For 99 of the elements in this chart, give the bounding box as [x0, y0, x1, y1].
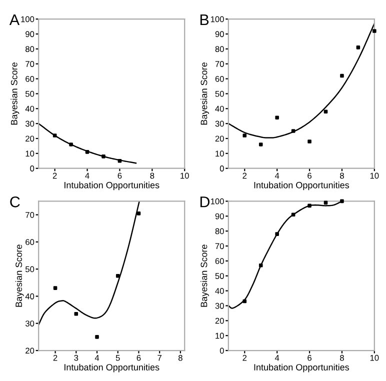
point — [372, 29, 376, 33]
x-tick-label: 10 — [180, 172, 189, 179]
y-tick-label: 70 — [215, 243, 224, 250]
x-tick-label: 8 — [178, 354, 182, 361]
x-axis-title: Intubation Opportunities — [254, 182, 350, 190]
y-tick-label: 50 — [26, 266, 34, 272]
x-tick-label: 4 — [274, 172, 280, 179]
point — [118, 159, 122, 163]
y-tick-label: 20 — [215, 318, 224, 324]
x-tick-label: 2 — [53, 354, 58, 361]
point — [242, 299, 247, 304]
x-tick-label: 4 — [85, 172, 90, 179]
point — [275, 232, 279, 236]
y-tick-label: 50 — [215, 90, 224, 97]
y-tick-label: 0 — [220, 348, 224, 354]
y-tick-label: 80 — [26, 46, 34, 52]
y-tick-label: 10 — [216, 150, 224, 157]
point — [74, 312, 78, 316]
chart-title: A — [9, 14, 20, 26]
y-tick-label: 80 — [215, 228, 224, 234]
y-tick-label: 30 — [25, 120, 34, 127]
x-tick-label: 6 — [308, 172, 312, 179]
y-tick-label: 60 — [215, 76, 224, 82]
x-tick-label: 4 — [94, 354, 100, 361]
x-tick-label: 8 — [150, 172, 154, 179]
y-tick-label: 20 — [215, 136, 224, 142]
point — [116, 274, 120, 278]
point — [102, 154, 106, 158]
y-tick-label: 0 — [30, 166, 34, 172]
y-tick-label: 10 — [216, 332, 224, 339]
point — [308, 140, 312, 144]
y-tick-label: 90 — [215, 31, 224, 38]
x-tick-label: 8 — [340, 172, 344, 179]
y-tick-label: 40 — [25, 293, 34, 300]
y-axis-title: Bayesian Score — [200, 244, 209, 307]
y-tick-label: 0 — [220, 166, 224, 172]
y-axis-title: Bayesian Score — [15, 244, 24, 307]
point — [258, 142, 263, 146]
y-tick-label: 30 — [25, 320, 34, 326]
y-tick-label: 70 — [215, 61, 224, 67]
point — [291, 129, 296, 133]
y-tick-label: 70 — [26, 212, 34, 218]
point — [52, 134, 57, 138]
y-tick-label: 60 — [26, 76, 34, 82]
y-tick-label: 100 — [210, 16, 224, 22]
y-tick-label: 90 — [26, 31, 34, 38]
x-axis-title: Intubation Opportunities — [254, 364, 350, 372]
point — [308, 204, 312, 208]
x-tick-label: 6 — [118, 172, 122, 179]
x-tick-label: 5 — [116, 354, 120, 361]
x-axis-title: Intubation Opportunities — [64, 364, 160, 372]
x-tick-label: 4 — [274, 354, 280, 361]
point — [324, 110, 328, 114]
point — [136, 212, 141, 216]
y-tick-label: 10 — [26, 150, 34, 157]
x-axis-title: Intubation Opportunities — [64, 182, 160, 190]
y-tick-label: 70 — [26, 61, 34, 67]
point — [275, 116, 279, 120]
point — [356, 46, 360, 50]
y-tick-label: 60 — [26, 239, 34, 246]
point — [85, 150, 90, 154]
point — [69, 142, 73, 146]
y-tick-label: 40 — [215, 288, 224, 294]
y-tick-label: 50 — [215, 273, 224, 279]
x-tick-label: 2 — [52, 172, 57, 179]
chart-title: D — [200, 196, 210, 208]
y-tick-label: 90 — [215, 213, 224, 220]
point — [340, 74, 344, 78]
y-axis-title: Bayesian Score — [10, 62, 20, 125]
y-tick-label: 60 — [215, 258, 224, 264]
x-tick-label: 6 — [308, 354, 312, 361]
y-tick-label: 30 — [215, 120, 224, 127]
y-tick-label: 50 — [26, 90, 34, 97]
y-tick-label: 20 — [26, 348, 34, 354]
x-tick-label: 10 — [370, 354, 379, 361]
y-tick-label: 80 — [215, 46, 224, 52]
chart-title: B — [200, 14, 209, 26]
x-tick-label: 3 — [74, 354, 78, 361]
y-tick-label: 100 — [210, 198, 224, 204]
y-tick-label: 40 — [25, 106, 34, 112]
y-tick-label: 100 — [21, 16, 34, 22]
x-tick-label: 7 — [158, 354, 162, 361]
point — [242, 134, 247, 138]
y-tick-label: 40 — [215, 106, 224, 112]
point — [53, 286, 58, 290]
x-tick-label: 6 — [136, 354, 141, 361]
x-tick-label: 10 — [370, 172, 379, 179]
y-axis-title: Bayesian Score — [200, 62, 209, 125]
point — [291, 212, 296, 217]
y-tick-label: 20 — [26, 136, 34, 142]
x-tick-label: 8 — [340, 354, 344, 361]
point — [258, 264, 263, 268]
point — [324, 200, 328, 205]
y-tick-label: 30 — [215, 302, 224, 309]
x-tick-label: 2 — [242, 172, 247, 179]
chart-title: C — [10, 196, 20, 208]
x-tick-label: 2 — [242, 354, 247, 361]
point — [95, 335, 99, 339]
point — [340, 199, 344, 204]
